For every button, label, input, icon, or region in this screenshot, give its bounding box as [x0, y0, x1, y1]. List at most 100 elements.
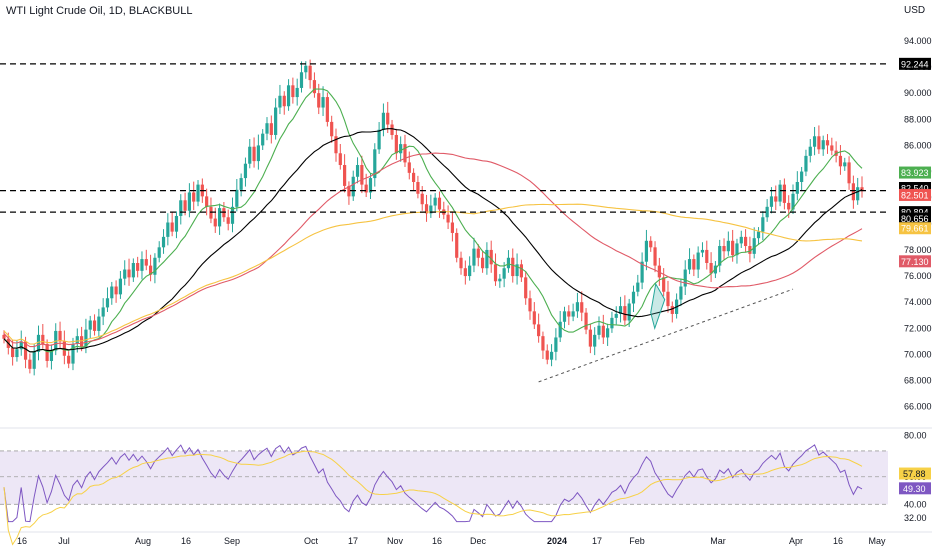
- candle-body: [403, 144, 407, 163]
- candle-body: [360, 165, 364, 185]
- candle-body: [549, 351, 554, 360]
- candle-body: [424, 204, 429, 214]
- candle-body: [373, 149, 377, 179]
- candle-body: [670, 306, 674, 314]
- candle-body: [812, 136, 817, 147]
- candle-body: [511, 257, 515, 277]
- candle-body: [692, 259, 696, 270]
- candle-body: [588, 329, 592, 347]
- candle-body: [614, 313, 618, 318]
- candle-body: [390, 124, 394, 135]
- candle-body: [731, 240, 735, 256]
- time-tick-label: Apr: [789, 536, 803, 546]
- time-tick-label: Mar: [710, 536, 726, 546]
- candle-body: [705, 249, 709, 263]
- price-tag: [899, 57, 931, 70]
- candle-body: [468, 265, 472, 277]
- time-tick-label: Oct: [304, 536, 319, 546]
- price-tag: [899, 188, 931, 201]
- candle-body: [217, 208, 222, 227]
- candle-body: [787, 202, 791, 210]
- candle-body: [2, 334, 6, 339]
- candle-body: [804, 155, 808, 172]
- candle-body: [80, 336, 84, 347]
- candle-body: [774, 196, 778, 202]
- candle-body: [41, 334, 45, 344]
- candle-body: [226, 217, 230, 224]
- candle-body: [722, 246, 726, 252]
- candle-body: [830, 145, 834, 151]
- candle-body: [825, 140, 830, 146]
- candle-body: [498, 278, 502, 282]
- currency-label: USD: [904, 5, 926, 16]
- candle-body: [97, 316, 101, 331]
- candle-body: [584, 312, 588, 330]
- candle-body: [304, 65, 308, 73]
- candle-body: [455, 232, 459, 258]
- price-tag: [899, 222, 931, 235]
- candle-body: [299, 72, 304, 88]
- candle-body: [230, 206, 235, 224]
- candle-body: [687, 259, 692, 270]
- candle-body: [338, 153, 342, 166]
- candle-body: [355, 165, 360, 177]
- candle-body: [291, 85, 295, 98]
- time-tick-label: May: [868, 536, 886, 546]
- candle-body: [161, 236, 166, 248]
- time-tick-label: 17: [348, 536, 358, 546]
- candle-body: [472, 248, 476, 266]
- candle-body: [399, 144, 403, 154]
- candle-body: [140, 259, 144, 271]
- candle-body: [256, 145, 260, 162]
- candle-body: [541, 336, 545, 351]
- candle-body: [847, 162, 851, 184]
- time-tick-label: Feb: [629, 536, 645, 546]
- candle-body: [192, 192, 196, 202]
- candle-body: [381, 112, 386, 130]
- candle-body: [347, 185, 351, 197]
- candle-body: [739, 236, 743, 244]
- candle-body: [343, 165, 347, 186]
- price-tag-label: 80.656: [901, 214, 929, 224]
- candle-body: [123, 269, 127, 279]
- price-tag-label: 82.540: [901, 184, 929, 194]
- candle-body: [618, 306, 623, 314]
- candle-body: [174, 215, 179, 232]
- candle-body: [808, 146, 812, 156]
- candle-body: [696, 252, 700, 270]
- candle-body: [49, 350, 54, 361]
- candle-body: [364, 184, 368, 193]
- candle-body: [386, 112, 390, 125]
- price-tick-label: 70.000: [904, 349, 932, 359]
- price-tag-label: 79.661: [901, 224, 929, 234]
- rsi-tick-label: 40.00: [904, 499, 927, 509]
- candle-body: [308, 65, 312, 81]
- candle-body: [735, 243, 739, 256]
- candle-body: [597, 325, 601, 335]
- candle-body: [748, 246, 752, 254]
- candle-body: [148, 265, 153, 275]
- candle-body: [75, 336, 79, 344]
- candle-body: [640, 261, 644, 283]
- candle-body: [506, 257, 511, 269]
- candle-body: [110, 286, 114, 299]
- candle-body: [502, 268, 506, 279]
- candle-body: [23, 341, 28, 360]
- candle-body: [170, 222, 174, 232]
- candle-body: [610, 317, 614, 329]
- candle-body: [843, 162, 847, 167]
- candle-body: [627, 303, 631, 321]
- candle-body: [524, 277, 528, 299]
- candle-body: [459, 257, 463, 269]
- candle-body: [860, 187, 864, 192]
- candle-body: [601, 325, 605, 338]
- rsi-value-tag: [899, 467, 931, 480]
- price-tick-label: 72.000: [904, 323, 932, 333]
- price-tick-label: 68.000: [904, 376, 932, 386]
- candle-body: [321, 97, 325, 108]
- candle-body: [274, 107, 278, 135]
- rsi-band: [0, 450, 888, 505]
- candle-body: [575, 302, 580, 312]
- price-tag: [899, 166, 931, 179]
